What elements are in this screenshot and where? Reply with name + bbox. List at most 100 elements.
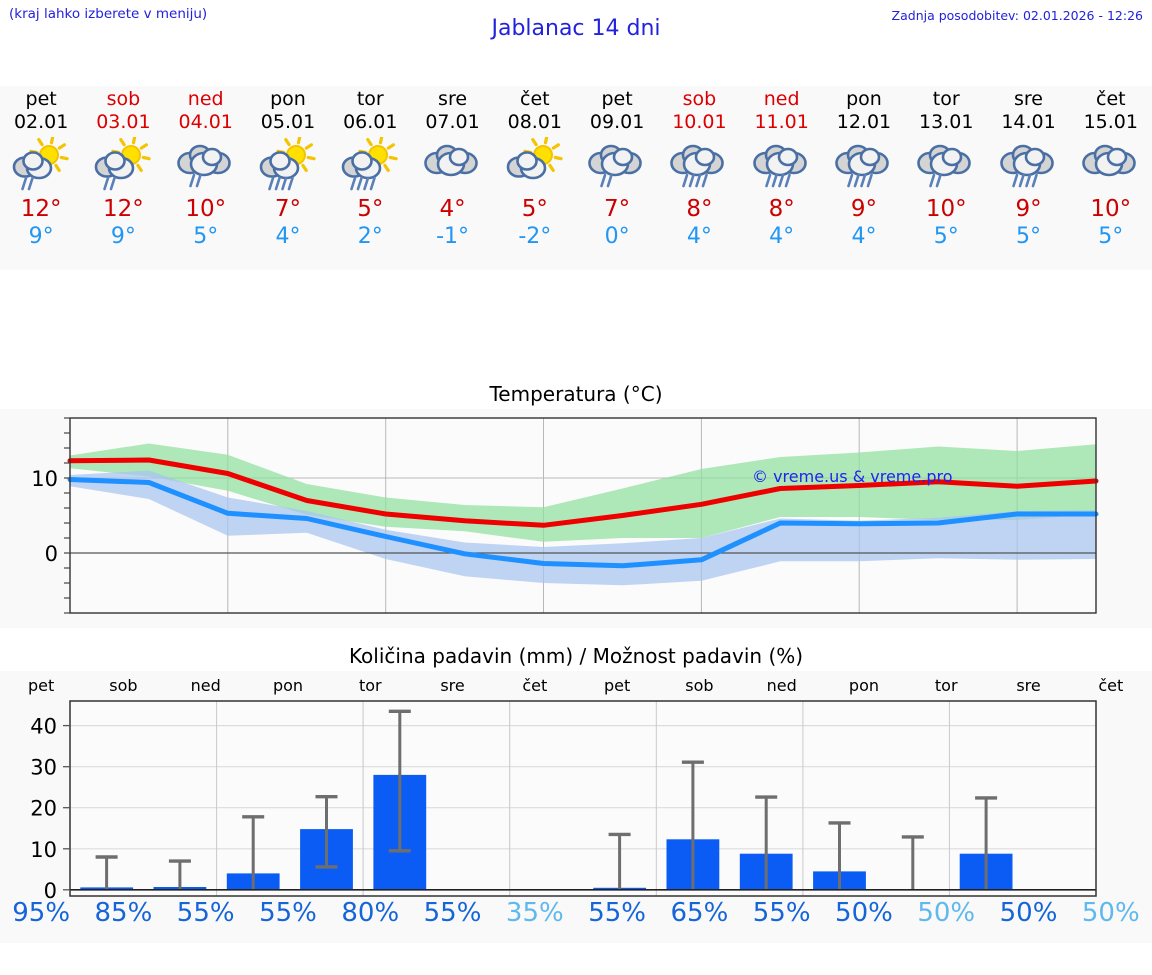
day-temp-max: 5° [357, 196, 384, 222]
spacer-bottom [0, 943, 1152, 975]
day-column-05.01[interactable]: pon 05.01 7° 4° [247, 86, 329, 270]
day-temp-max: 10° [185, 196, 227, 222]
day-temp-max: 9° [1015, 196, 1042, 222]
copyright-text: © vreme.us & vreme.pro [752, 467, 953, 486]
precipitation-probability-label: 80% [341, 898, 400, 928]
svg-text:10: 10 [31, 467, 58, 491]
day-temp-max: 8° [686, 196, 713, 222]
precipitation-probability-label: 55% [752, 898, 811, 928]
cloud-icon [421, 137, 485, 193]
day-name: čet [1096, 88, 1126, 110]
precipitation-probability-label: 50% [917, 898, 976, 928]
precipitation-probability-label: 95% [12, 898, 71, 928]
precipitation-probability-label: 55% [259, 898, 317, 928]
day-name: sre [1014, 88, 1043, 110]
day-name: ned [763, 88, 800, 110]
sun-cloud-icon [503, 135, 567, 193]
precipitation-day-label: ned [766, 676, 797, 695]
precipitation-day-label: tor [358, 676, 382, 695]
day-temp-min: 5° [1098, 224, 1124, 249]
precipitation-day-label: tor [934, 676, 958, 695]
day-date: 03.01 [96, 111, 151, 133]
day-temp-min: 9° [28, 224, 54, 249]
day-temp-min: -2° [518, 224, 552, 249]
day-name: čet [520, 88, 550, 110]
precipitation-day-label: pet [28, 676, 55, 695]
day-column-14.01[interactable]: sre 14.01 9° 5° [987, 86, 1069, 270]
precipitation-probability-label: 50% [1081, 898, 1140, 928]
cloud-icon [1079, 137, 1143, 193]
day-temp-min: 4° [851, 224, 877, 249]
day-column-13.01[interactable]: tor 13.01 10° 5° [905, 86, 987, 270]
day-temp-max: 12° [103, 196, 144, 222]
day-temp-max: 12° [20, 196, 62, 222]
precipitation-probability-labels: 95% 85% 55% 55% 80% 55% 35% 55% 65% 55% 50% 50% 50% 5… [0, 898, 1152, 936]
svg-text:0: 0 [44, 879, 57, 903]
day-name: tor [932, 88, 960, 110]
day-column-11.01[interactable]: ned 11.01 8° 4° [741, 86, 823, 270]
svg-text:20: 20 [30, 797, 57, 821]
day-date: 13.01 [919, 111, 974, 133]
day-temp-max: 10° [925, 196, 967, 222]
precipitation-probability-label: 55% [588, 898, 646, 928]
day-date: 06.01 [343, 111, 398, 133]
day-temp-max: 7° [274, 196, 302, 222]
menu-hint-text: (kraj lahko izberete v meniju) [9, 6, 208, 22]
day-date: 02.01 [13, 111, 69, 133]
sun-cloud-rain-heavy-icon [256, 135, 320, 193]
sun-cloud-rain-icon [91, 135, 155, 193]
sun-cloud-rain-heavy-icon [338, 135, 402, 193]
day-column-15.01[interactable]: čet 15.01 10° 5° [1070, 86, 1152, 270]
day-temp-max: 10° [1090, 196, 1132, 222]
cloud-rain-icon [174, 137, 238, 193]
day-date: 08.01 [507, 111, 563, 133]
day-temp-min: 4° [275, 224, 301, 249]
day-column-12.01[interactable]: pon 12.01 9° 4° [823, 86, 905, 270]
svg-text:0: 0 [45, 542, 58, 566]
day-column-04.01[interactable]: ned 04.01 10° 5° [165, 86, 247, 270]
day-name: tor [356, 88, 384, 110]
precipitation-day-label: pon [272, 676, 304, 695]
day-date: 07.01 [425, 111, 480, 133]
day-name: sre [438, 88, 468, 110]
svg-text:30: 30 [30, 756, 57, 780]
precipitation-probability-label: 85% [94, 898, 153, 928]
precipitation-day-label: čet [522, 676, 548, 695]
day-temp-max: 4° [439, 196, 466, 222]
day-column-03.01[interactable]: sob 03.01 12° 9° [82, 86, 164, 270]
day-date: 10.01 [672, 111, 727, 133]
day-column-09.01[interactable]: pet 09.01 7° 0° [576, 86, 658, 270]
day-column-08.01[interactable]: čet 08.01 5° -2° [494, 86, 576, 270]
day-column-07.01[interactable]: sre 07.01 4° -1° [411, 86, 493, 270]
day-date: 15.01 [1083, 111, 1138, 133]
precipitation-probability-label: 55% [423, 898, 482, 928]
spacer-mid [0, 628, 1152, 643]
day-temp-max: 9° [850, 196, 878, 222]
precipitation-probability-label: 35% [505, 898, 564, 928]
precipitation-chart-section: Količina padavin (mm) / Možnost padavin … [0, 643, 1152, 943]
precipitation-day-label: pet [603, 676, 631, 695]
day-name: sob [682, 88, 717, 110]
day-column-02.01[interactable]: pet 02.01 12° 9° [0, 86, 82, 270]
precipitation-probability-label: 55% [176, 898, 235, 928]
sun-cloud-rain-icon [9, 135, 73, 193]
day-name: pon [846, 88, 882, 110]
day-date: 14.01 [1001, 111, 1056, 133]
day-temp-min: 0° [604, 224, 630, 249]
precipitation-probability-label: 65% [670, 898, 729, 928]
temperature-chart-svg: 0 10 [31, 417, 1099, 614]
day-date: 04.01 [178, 111, 233, 133]
day-temp-min: 5° [933, 224, 959, 249]
cloud-rain-heavy-icon [750, 137, 814, 193]
precipitation-chart-svg: 0 10 20 30 40 [30, 700, 1097, 903]
day-name: pon [270, 88, 306, 110]
day-temp-min: 5° [193, 224, 219, 249]
day-temp-max: 5° [521, 196, 548, 222]
day-temp-min: 4° [769, 224, 795, 249]
day-temp-max: 7° [604, 196, 631, 222]
precipitation-day-label: čet [1098, 676, 1124, 695]
temperature-chart-section: Temperatura (°C) 0 10 [0, 379, 1152, 628]
day-column-10.01[interactable]: sob 10.01 8° 4° [658, 86, 740, 270]
day-column-06.01[interactable]: tor 06.01 5° 2° [329, 86, 411, 270]
last-updated-text: Zadnja posodobitev: 02.01.2026 - 12:26 [891, 8, 1143, 23]
